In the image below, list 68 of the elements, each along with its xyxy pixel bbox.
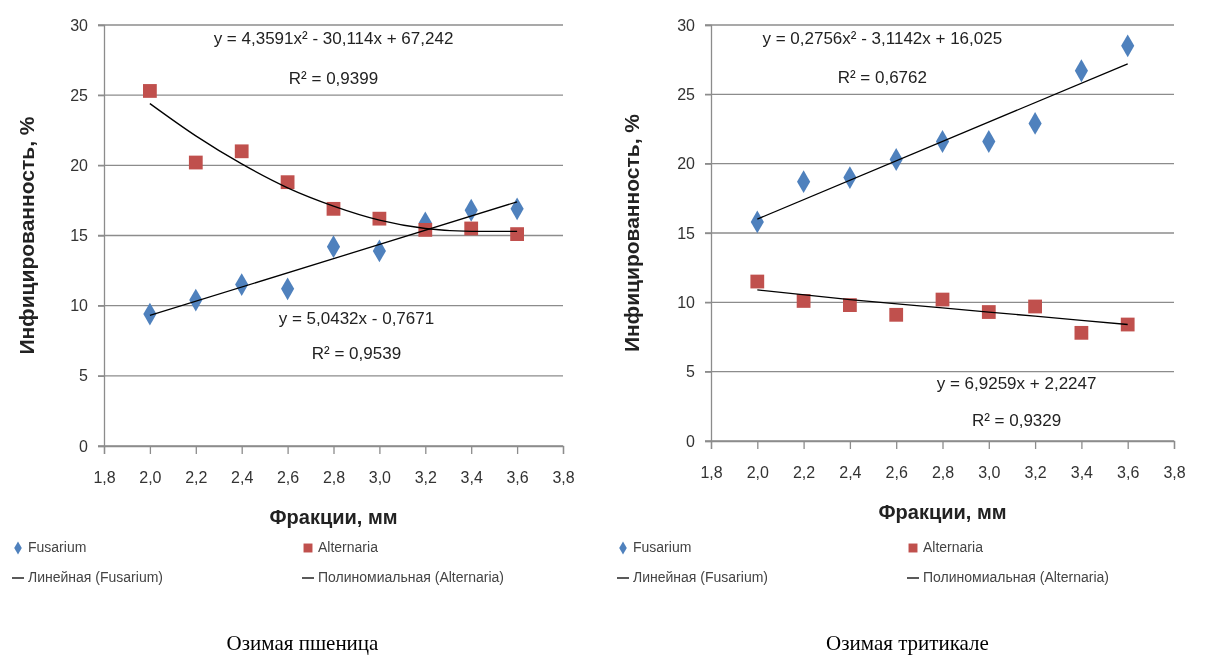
x-tick-label: 3,4 <box>1070 464 1094 482</box>
x-tick-label: 2,2 <box>792 464 816 482</box>
y-tick-label: 25 <box>677 85 696 103</box>
y-axis-title: Инфицированность, % <box>14 116 38 355</box>
legend-label: Линейная (Fusarium) <box>633 568 769 585</box>
point <box>143 84 157 98</box>
y-tick-label: 5 <box>686 363 696 381</box>
point <box>188 155 203 170</box>
point <box>1028 299 1042 314</box>
y-tick-label: 5 <box>79 367 89 385</box>
point <box>510 227 524 241</box>
y-tick-label: 10 <box>677 293 696 311</box>
x-tick-label: 1,8 <box>700 464 723 482</box>
annotation: R² = 0,9399 <box>288 69 379 89</box>
point <box>750 274 765 289</box>
legend-label: Alternaria <box>318 538 379 555</box>
point <box>889 307 904 322</box>
y-tick-label: 20 <box>70 156 89 174</box>
legend-label: Линейная (Fusarium) <box>28 568 164 585</box>
y-tick-label: 15 <box>70 227 89 245</box>
annotation: y = 5,0432x - 0,7671 <box>278 309 435 329</box>
x-tick-label: 2,8 <box>322 469 346 487</box>
y-axis-title: Инфицированность, % <box>619 113 643 352</box>
x-tick-label: 2,0 <box>139 469 162 487</box>
annotation: y = 0,2756x² - 3,1142x + 16,025 <box>762 29 1003 49</box>
y-tick-label: 0 <box>686 432 696 450</box>
point <box>1120 317 1135 332</box>
x-tick-label: 1,8 <box>93 469 116 487</box>
x-tick-label: 2,4 <box>231 469 254 487</box>
x-tick-label: 2,8 <box>931 464 955 482</box>
x-axis-title: Фракции, мм <box>269 506 398 528</box>
x-tick-label: 3,0 <box>368 469 392 487</box>
x-tick-label: 3,2 <box>1024 464 1047 482</box>
legend-label: Fusarium <box>633 538 692 555</box>
point <box>981 305 996 319</box>
y-tick-label: 10 <box>70 297 89 315</box>
legend-label: Fusarium <box>28 538 87 555</box>
annotation: y = 4,3591x² - 30,114x + 67,242 <box>213 29 454 49</box>
legend-label: Полиномиальная (Alternaria) <box>923 568 1109 585</box>
annotation: R² = 0,9539 <box>311 344 402 364</box>
x-tick-label: 2,0 <box>746 464 770 482</box>
y-tick-label: 20 <box>677 155 696 173</box>
y-tick-label: 15 <box>677 224 696 242</box>
annotation: R² = 0,6762 <box>837 68 927 88</box>
annotation: y = 6,9259x + 2,2247 <box>936 374 1097 394</box>
x-tick-label: 3,0 <box>978 464 1001 482</box>
x-tick-label: 2,6 <box>885 464 908 482</box>
y-tick-label: 30 <box>677 16 696 34</box>
x-tick-label: 3,4 <box>460 469 483 487</box>
x-tick-label: 2,4 <box>839 464 862 482</box>
x-tick-label: 2,6 <box>276 469 300 487</box>
annotation: R² = 0,9329 <box>971 411 1062 431</box>
point <box>1074 325 1089 340</box>
x-tick-label: 3,8 <box>552 469 575 487</box>
legend-label: Полиномиальная (Alternaria) <box>318 568 504 585</box>
y-tick-label: 30 <box>70 16 89 34</box>
x-axis-title: Фракции, мм <box>878 501 1007 523</box>
point <box>234 144 249 159</box>
x-tick-label: 2,2 <box>185 469 208 487</box>
x-tick-label: 3,2 <box>414 469 438 487</box>
y-tick-label: 0 <box>79 437 89 455</box>
y-tick-label: 25 <box>70 86 89 104</box>
x-tick-label: 3,6 <box>506 469 529 487</box>
text: Озимая тритикале <box>826 631 989 655</box>
x-tick-label: 3,6 <box>1117 464 1140 482</box>
legend-label: Alternaria <box>923 538 984 555</box>
text: Озимая пшеница <box>226 631 380 655</box>
x-tick-label: 3,8 <box>1163 464 1186 482</box>
